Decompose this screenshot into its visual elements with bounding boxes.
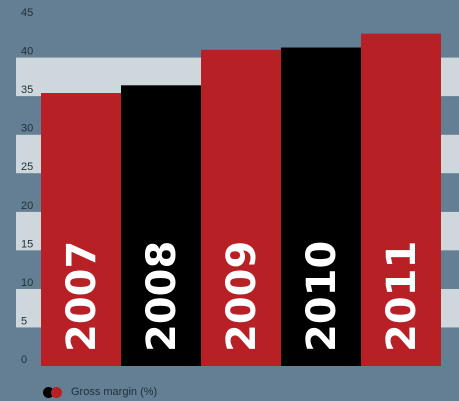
legend-label: Gross margin (%) — [71, 386, 158, 398]
legend-swatch-icon — [43, 386, 65, 398]
category-label-2007: 2007 — [59, 241, 105, 352]
category-label-2009: 2009 — [219, 241, 265, 352]
legend-red-dot — [51, 387, 62, 398]
y-tick-label: 35 — [21, 84, 33, 96]
legend: Gross margin (%) — [43, 386, 157, 398]
bar-2008 — [121, 85, 201, 366]
bars-group — [41, 33, 441, 366]
y-tick-label: 0 — [21, 354, 27, 366]
y-tick-label: 20 — [21, 200, 33, 212]
y-tick-label: 15 — [21, 238, 33, 250]
y-tick-label: 5 — [21, 315, 27, 327]
bar-2010 — [281, 47, 361, 366]
y-tick-label: 30 — [21, 123, 33, 135]
y-tick-label: 40 — [21, 46, 33, 58]
category-labels: 2007 2008 2009 2010 2011 — [59, 241, 425, 352]
y-tick-label: 25 — [21, 161, 33, 173]
legend-black-dot — [43, 387, 54, 398]
category-label-2011: 2011 — [379, 241, 425, 352]
category-label-2008: 2008 — [139, 241, 185, 352]
y-tick-label: 45 — [21, 7, 33, 19]
y-axis-ticks: 0 5 10 15 20 25 30 35 40 45 — [21, 7, 33, 366]
bar-2009 — [201, 49, 281, 366]
category-label-2010: 2010 — [299, 241, 345, 352]
bar-2007 — [41, 93, 121, 366]
y-tick-label: 10 — [21, 277, 33, 289]
bar-2011 — [361, 33, 441, 366]
